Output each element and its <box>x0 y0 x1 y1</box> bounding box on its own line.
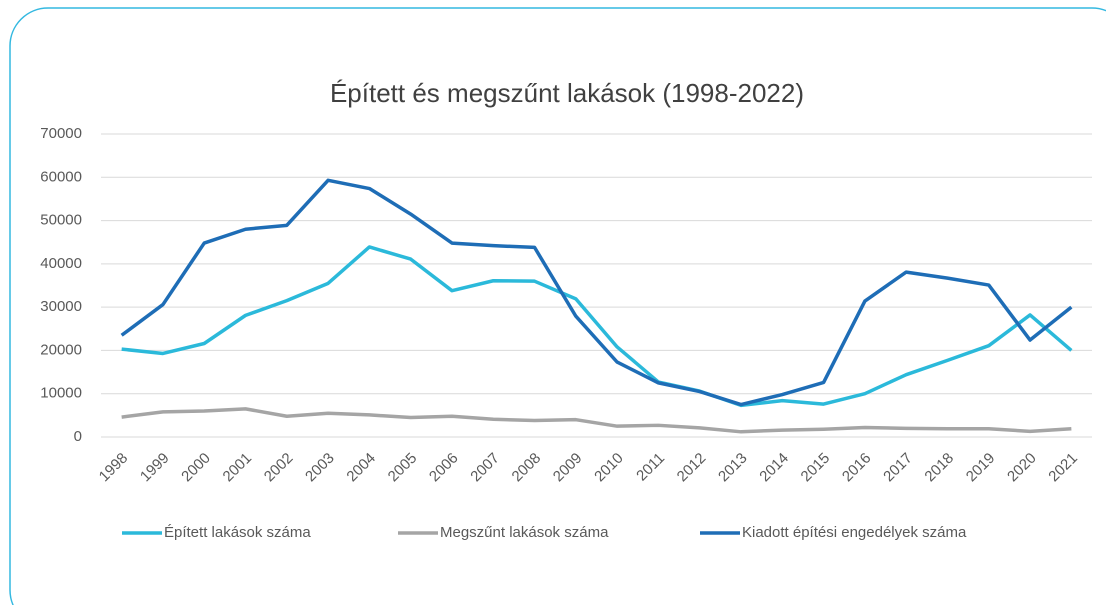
series-line <box>121 245 1073 408</box>
y-tick-label: 50000 <box>40 212 82 229</box>
series-line <box>121 407 1072 434</box>
y-tick-label: 10000 <box>40 385 82 402</box>
y-tick-label: 20000 <box>40 341 82 358</box>
chart-title: Épített és megszűnt lakások (1998-2022) <box>330 78 804 108</box>
legend-label: Épített lakások száma <box>164 524 311 541</box>
y-tick-label: 30000 <box>40 298 82 315</box>
y-tick-label: 70000 <box>40 125 82 142</box>
legend-label: Megszűnt lakások száma <box>440 524 609 541</box>
y-tick-label: 40000 <box>40 255 82 272</box>
series-line <box>120 178 1073 407</box>
card <box>9 7 1106 605</box>
y-tick-label: 0 <box>74 428 82 445</box>
legend-label: Kiadott építési engedélyek száma <box>742 524 967 541</box>
y-tick-label: 60000 <box>40 168 82 185</box>
